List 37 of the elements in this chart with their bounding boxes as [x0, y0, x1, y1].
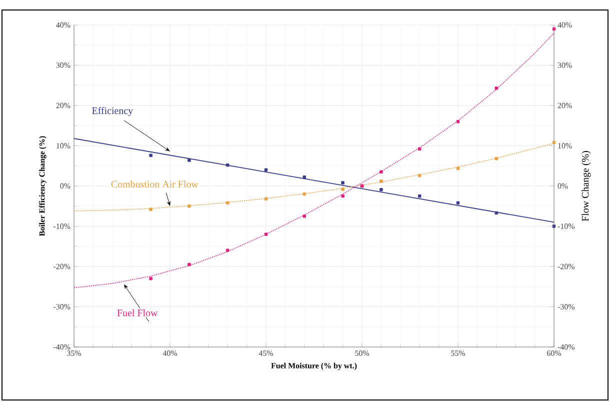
- point: [456, 166, 460, 170]
- point: [264, 168, 268, 172]
- point: [149, 276, 152, 280]
- point: [302, 214, 306, 218]
- point: [302, 192, 306, 196]
- point: [456, 120, 460, 124]
- point: [226, 201, 230, 204]
- series-label: Combustion Air Flow: [111, 180, 198, 188]
- point: [418, 174, 422, 178]
- point: [418, 147, 422, 151]
- line-series: [74, 32, 554, 288]
- point: [494, 157, 498, 160]
- point: [188, 204, 191, 208]
- text: Efficiency: [92, 106, 134, 116]
- point: [494, 86, 498, 90]
- point: [188, 158, 191, 162]
- point: [264, 232, 268, 236]
- point: [149, 154, 152, 158]
- point: [226, 163, 230, 167]
- point: [380, 170, 383, 174]
- point: [341, 194, 344, 198]
- point: [418, 194, 422, 198]
- text: Fuel Flow: [117, 309, 158, 316]
- point: [341, 188, 344, 191]
- y2-axis-title: Flow Change (%): [582, 151, 591, 222]
- point: [302, 176, 306, 179]
- point: [380, 188, 383, 192]
- point: [552, 140, 556, 144]
- point: [264, 197, 268, 200]
- point: [149, 208, 152, 211]
- point: [226, 248, 230, 252]
- point: [456, 201, 460, 204]
- point: [380, 180, 383, 183]
- point: [341, 181, 344, 184]
- point: [188, 262, 191, 266]
- point: [494, 211, 498, 215]
- point: [552, 27, 556, 31]
